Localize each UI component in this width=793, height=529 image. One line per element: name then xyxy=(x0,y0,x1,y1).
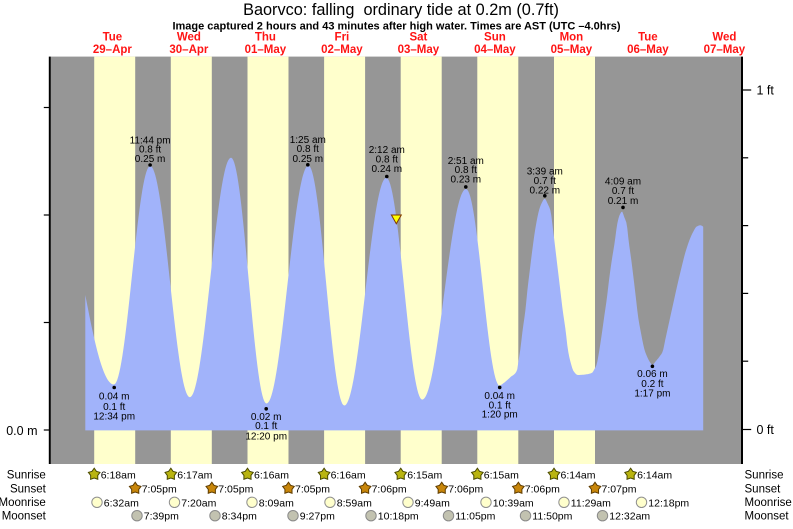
svg-text:6:17am: 6:17am xyxy=(177,469,212,481)
svg-text:7:07pm: 7:07pm xyxy=(602,483,637,495)
svg-text:12:20 pm: 12:20 pm xyxy=(245,432,287,443)
svg-text:Baorvco: falling ordinary tid: Baorvco: falling ordinary tide at 0.2m (… xyxy=(243,1,559,19)
svg-text:6:14am: 6:14am xyxy=(637,469,672,481)
svg-text:7:05pm: 7:05pm xyxy=(142,483,177,495)
svg-text:0.24 m: 0.24 m xyxy=(372,164,403,175)
svg-text:1:25 am: 1:25 am xyxy=(290,135,326,146)
svg-text:Moonrise: Moonrise xyxy=(0,497,46,509)
svg-text:Wed: Wed xyxy=(712,32,736,44)
svg-text:Sat: Sat xyxy=(409,32,427,44)
svg-text:4:09 am: 4:09 am xyxy=(605,177,641,188)
svg-text:0.8 ft: 0.8 ft xyxy=(139,145,161,156)
svg-text:Sunrise: Sunrise xyxy=(745,470,784,482)
svg-text:1:17 pm: 1:17 pm xyxy=(634,389,670,400)
svg-text:0.25 m: 0.25 m xyxy=(293,154,324,165)
svg-text:0.02 m: 0.02 m xyxy=(251,412,282,423)
svg-text:6:15am: 6:15am xyxy=(484,469,519,481)
svg-text:7:05pm: 7:05pm xyxy=(295,483,330,495)
svg-text:10:18pm: 10:18pm xyxy=(378,511,419,523)
svg-text:6:18am: 6:18am xyxy=(101,469,136,481)
svg-text:0.0 m: 0.0 m xyxy=(6,424,37,438)
svg-text:30–Apr: 30–Apr xyxy=(169,44,209,56)
svg-text:06–May: 06–May xyxy=(627,44,669,56)
svg-text:0.23 m: 0.23 m xyxy=(451,174,482,185)
svg-text:11:05pm: 11:05pm xyxy=(455,511,495,523)
svg-text:Moonset: Moonset xyxy=(745,511,790,523)
svg-text:0.7 ft: 0.7 ft xyxy=(612,186,634,197)
svg-text:7:39pm: 7:39pm xyxy=(144,511,179,523)
svg-text:0.7 ft: 0.7 ft xyxy=(534,176,556,187)
svg-text:Sunrise: Sunrise xyxy=(7,470,46,482)
svg-text:7:20am: 7:20am xyxy=(181,497,216,509)
svg-text:0 ft: 0 ft xyxy=(757,423,775,437)
svg-text:0.2 ft: 0.2 ft xyxy=(641,379,663,390)
svg-text:Moonrise: Moonrise xyxy=(745,497,792,509)
svg-text:7:06pm: 7:06pm xyxy=(525,483,560,495)
svg-text:11:44 pm: 11:44 pm xyxy=(130,135,171,146)
svg-text:0.21 m: 0.21 m xyxy=(608,196,639,207)
svg-text:04–May: 04–May xyxy=(474,44,516,56)
svg-text:Sunset: Sunset xyxy=(10,484,47,496)
svg-text:11:29am: 11:29am xyxy=(571,497,611,509)
svg-text:2:12 am: 2:12 am xyxy=(369,145,405,156)
svg-text:2:51 am: 2:51 am xyxy=(448,156,484,167)
svg-text:01–May: 01–May xyxy=(245,44,287,56)
svg-text:6:14am: 6:14am xyxy=(561,469,596,481)
svg-text:Moonset: Moonset xyxy=(2,511,47,523)
svg-text:05–May: 05–May xyxy=(551,44,593,56)
svg-text:03–May: 03–May xyxy=(398,44,440,56)
svg-text:7:05pm: 7:05pm xyxy=(218,483,253,495)
svg-text:29–Apr: 29–Apr xyxy=(93,44,133,56)
svg-text:11:50pm: 11:50pm xyxy=(532,511,572,523)
svg-text:0.8 ft: 0.8 ft xyxy=(455,165,477,176)
svg-text:1 ft: 1 ft xyxy=(757,83,775,97)
svg-text:0.1 ft: 0.1 ft xyxy=(489,400,511,411)
svg-text:Mon: Mon xyxy=(560,32,584,44)
svg-text:Image captured 2 hours and 43: Image captured 2 hours and 43 minutes af… xyxy=(172,21,620,33)
svg-text:Thu: Thu xyxy=(255,32,276,44)
svg-text:7:06pm: 7:06pm xyxy=(448,483,483,495)
svg-text:Tue: Tue xyxy=(103,32,123,44)
svg-text:Sun: Sun xyxy=(484,32,506,44)
svg-text:Sunset: Sunset xyxy=(745,484,782,496)
svg-text:6:16am: 6:16am xyxy=(254,469,289,481)
svg-text:07–May: 07–May xyxy=(704,44,746,56)
svg-text:1:20 pm: 1:20 pm xyxy=(482,409,518,420)
svg-text:0.04 m: 0.04 m xyxy=(484,391,515,402)
svg-text:12:18pm: 12:18pm xyxy=(648,497,689,509)
svg-text:0.25 m: 0.25 m xyxy=(135,154,166,165)
svg-text:0.22 m: 0.22 m xyxy=(530,186,561,197)
svg-text:12:32am: 12:32am xyxy=(609,511,650,523)
svg-text:0.04 m: 0.04 m xyxy=(99,392,130,403)
svg-text:6:15am: 6:15am xyxy=(407,469,442,481)
svg-text:8:09am: 8:09am xyxy=(259,497,294,509)
svg-text:6:32am: 6:32am xyxy=(104,497,139,509)
svg-text:8:59am: 8:59am xyxy=(337,497,372,509)
svg-text:0.1 ft: 0.1 ft xyxy=(103,402,125,413)
svg-text:Fri: Fri xyxy=(335,32,350,44)
svg-text:Wed: Wed xyxy=(177,32,201,44)
svg-text:12:34 pm: 12:34 pm xyxy=(93,411,135,422)
svg-text:10:39am: 10:39am xyxy=(493,497,534,509)
svg-text:0.06 m: 0.06 m xyxy=(637,369,668,380)
svg-text:9:27pm: 9:27pm xyxy=(300,511,335,523)
svg-text:02–May: 02–May xyxy=(321,44,363,56)
svg-text:6:16am: 6:16am xyxy=(331,469,366,481)
svg-text:3:39 am: 3:39 am xyxy=(527,166,563,177)
svg-text:9:49am: 9:49am xyxy=(415,497,450,509)
svg-text:Tue: Tue xyxy=(638,32,658,44)
svg-text:8:34pm: 8:34pm xyxy=(222,511,257,523)
svg-text:0.8 ft: 0.8 ft xyxy=(376,154,398,165)
svg-text:7:06pm: 7:06pm xyxy=(372,483,407,495)
svg-text:0.8 ft: 0.8 ft xyxy=(297,144,319,155)
svg-text:0.1 ft: 0.1 ft xyxy=(255,421,277,432)
